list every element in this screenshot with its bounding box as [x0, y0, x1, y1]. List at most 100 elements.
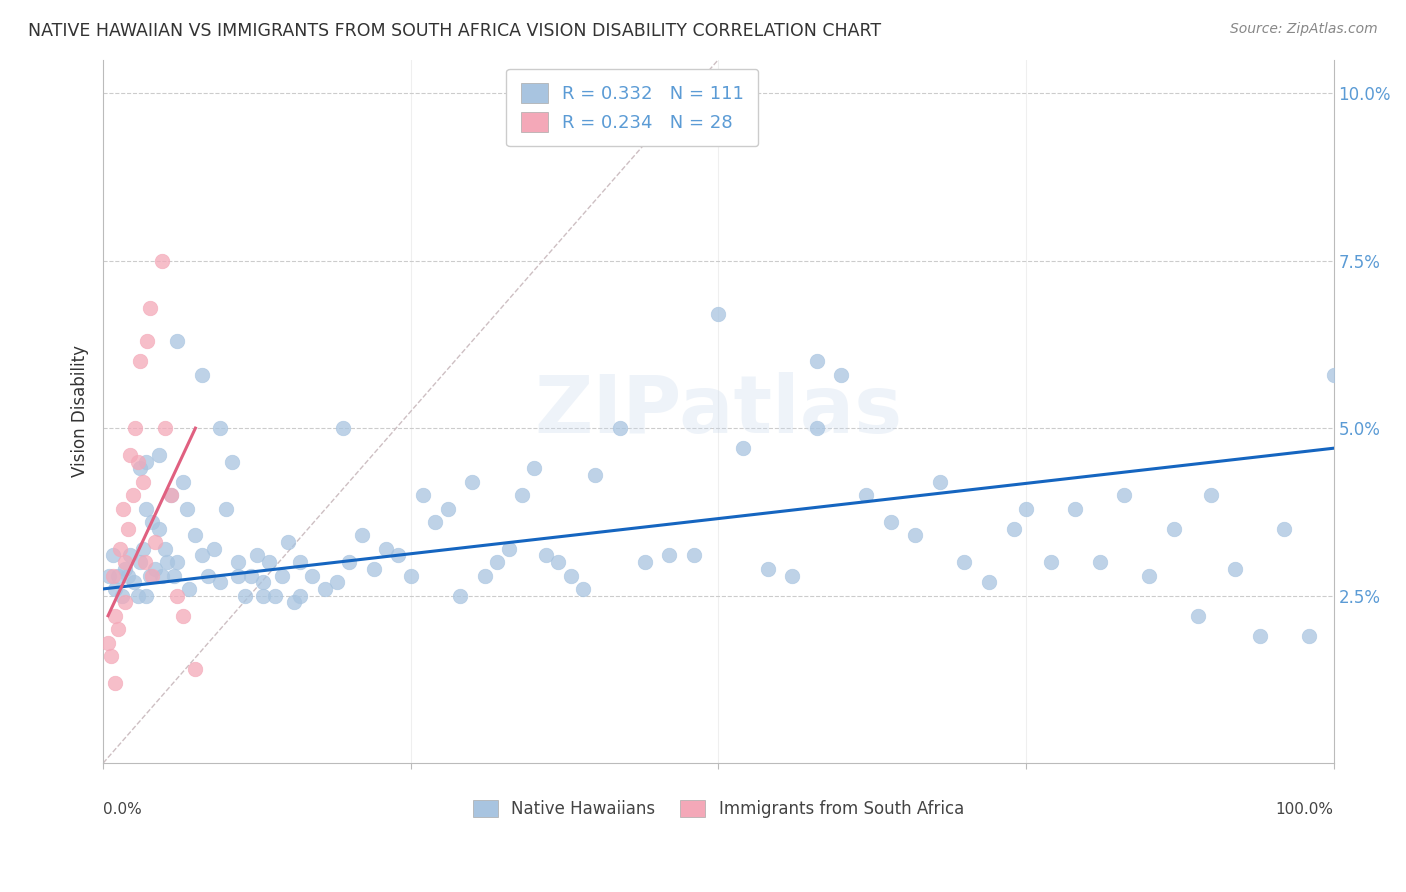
Point	[633, 555, 655, 569]
Point	[534, 549, 557, 563]
Point	[202, 541, 225, 556]
Point	[1039, 555, 1062, 569]
Point	[977, 575, 1000, 590]
Point	[425, 515, 447, 529]
Point	[166, 334, 188, 348]
Point	[547, 555, 569, 569]
Point	[184, 662, 207, 676]
Point	[121, 488, 143, 502]
Point	[135, 455, 157, 469]
Point	[252, 589, 274, 603]
Point	[107, 568, 129, 582]
Point	[159, 488, 181, 502]
Point	[731, 441, 754, 455]
Point	[104, 608, 127, 623]
Point	[830, 368, 852, 382]
Point	[134, 555, 156, 569]
Point	[572, 582, 595, 596]
Point	[129, 354, 152, 368]
Point	[412, 488, 434, 502]
Point	[363, 562, 385, 576]
Point	[163, 568, 186, 582]
Point	[1199, 488, 1222, 502]
Point	[166, 555, 188, 569]
Point	[399, 568, 422, 582]
Point	[228, 568, 250, 582]
Point	[143, 535, 166, 549]
Point	[510, 488, 533, 502]
Point	[179, 582, 201, 596]
Point	[257, 555, 280, 569]
Point	[104, 675, 127, 690]
Point	[928, 475, 950, 489]
Point	[135, 589, 157, 603]
Point	[139, 568, 162, 582]
Point	[153, 421, 176, 435]
Point	[101, 568, 124, 582]
Point	[583, 468, 606, 483]
Point	[127, 455, 149, 469]
Point	[270, 568, 292, 582]
Point	[114, 555, 136, 569]
Point	[707, 307, 730, 321]
Point	[215, 501, 238, 516]
Point	[190, 368, 212, 382]
Point	[208, 575, 231, 590]
Point	[156, 555, 179, 569]
Point	[498, 541, 520, 556]
Point	[461, 475, 484, 489]
Text: Source: ZipAtlas.com: Source: ZipAtlas.com	[1230, 22, 1378, 37]
Point	[1015, 501, 1038, 516]
Point	[120, 549, 142, 563]
Point	[1274, 522, 1296, 536]
Point	[135, 501, 157, 516]
Text: ZIPatlas: ZIPatlas	[534, 372, 903, 450]
Point	[197, 568, 219, 582]
Point	[141, 515, 163, 529]
Text: 0.0%: 0.0%	[103, 802, 142, 817]
Point	[159, 488, 181, 502]
Point	[131, 541, 153, 556]
Point	[1114, 488, 1136, 502]
Point	[1137, 568, 1160, 582]
Point	[176, 501, 198, 516]
Point	[682, 549, 704, 563]
Text: 100.0%: 100.0%	[1275, 802, 1334, 817]
Point	[148, 448, 170, 462]
Point	[806, 354, 828, 368]
Point	[117, 522, 139, 536]
Point	[436, 501, 458, 516]
Y-axis label: Vision Disability: Vision Disability	[72, 345, 89, 477]
Point	[252, 575, 274, 590]
Point	[474, 568, 496, 582]
Point	[855, 488, 877, 502]
Point	[239, 568, 262, 582]
Point	[233, 589, 256, 603]
Point	[277, 535, 299, 549]
Point	[127, 589, 149, 603]
Point	[98, 568, 121, 582]
Point	[332, 421, 354, 435]
Point	[375, 541, 398, 556]
Point	[449, 589, 471, 603]
Point	[288, 555, 311, 569]
Point	[150, 253, 173, 268]
Point	[350, 528, 373, 542]
Point	[1323, 368, 1346, 382]
Point	[283, 595, 305, 609]
Point	[136, 334, 159, 348]
Point	[485, 555, 508, 569]
Point	[314, 582, 336, 596]
Point	[110, 541, 132, 556]
Point	[609, 421, 631, 435]
Point	[129, 461, 152, 475]
Point	[523, 461, 546, 475]
Point	[264, 589, 287, 603]
Point	[208, 421, 231, 435]
Point	[387, 549, 409, 563]
Point	[1298, 629, 1320, 643]
Point	[326, 575, 349, 590]
Point	[131, 475, 153, 489]
Legend: Native Hawaiians, Immigrants from South Africa: Native Hawaiians, Immigrants from South …	[467, 794, 970, 825]
Point	[104, 582, 127, 596]
